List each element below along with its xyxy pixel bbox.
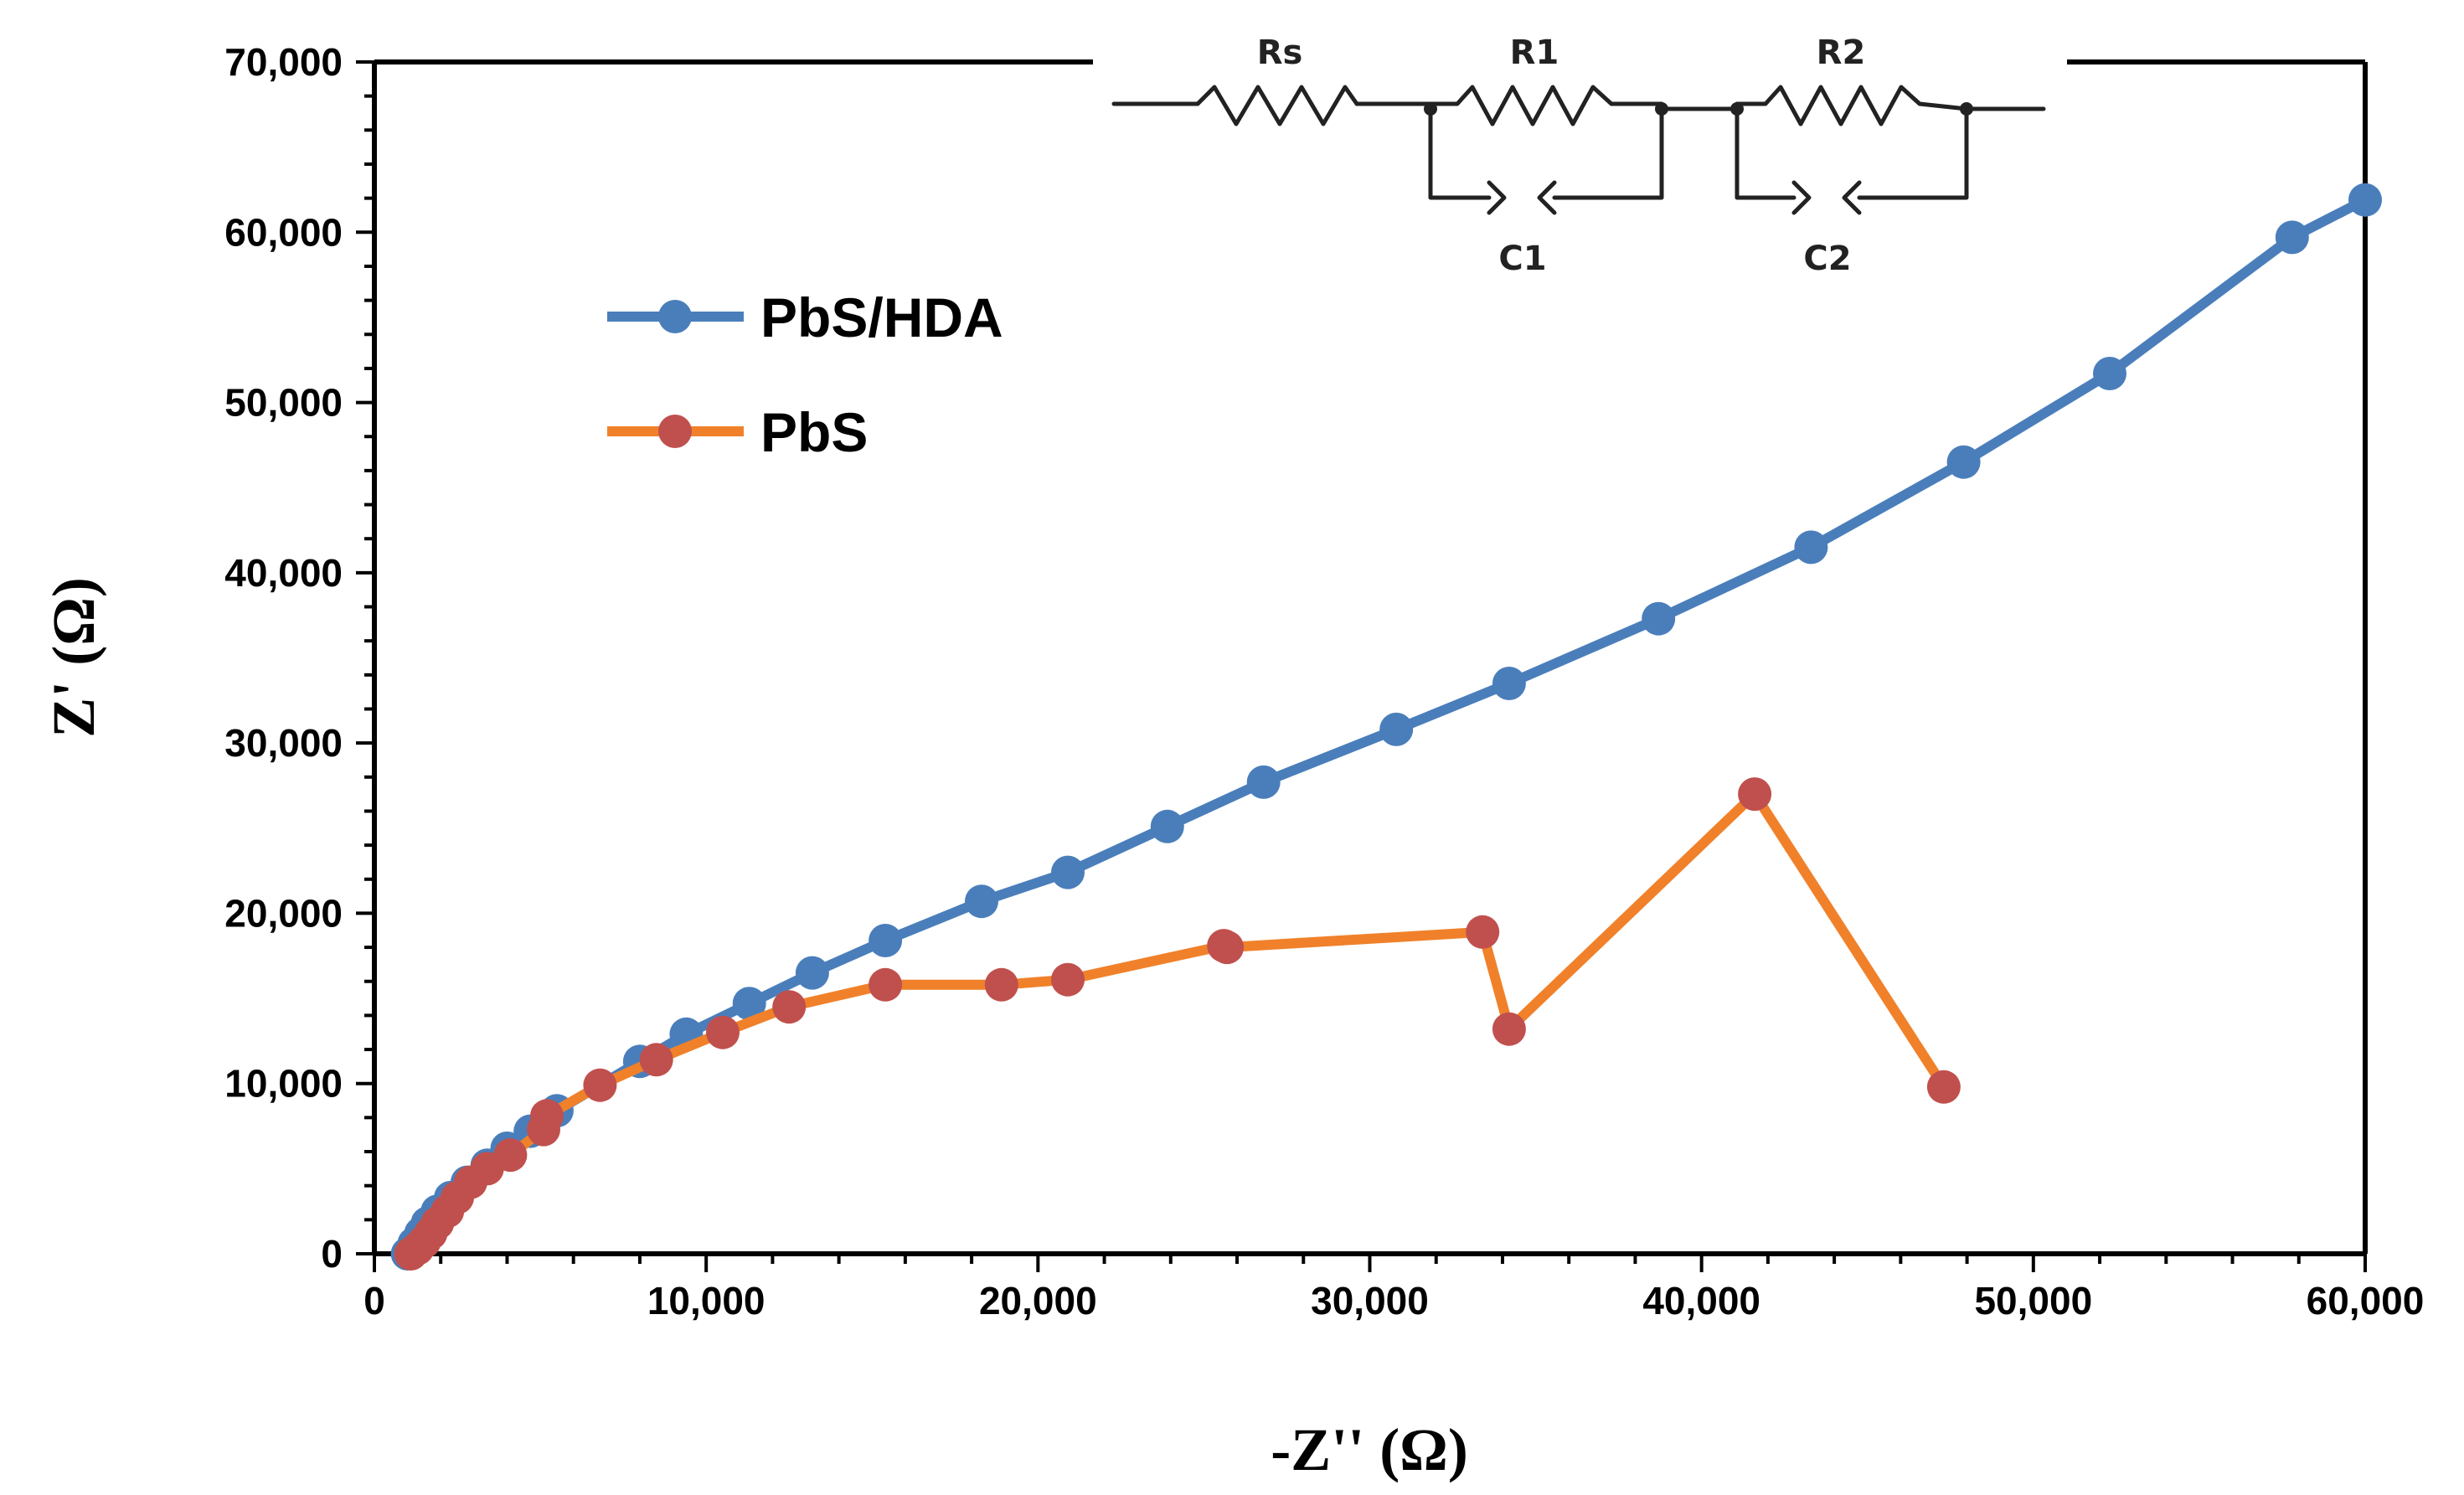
legend-label-pbs-hda: PbS/HDA	[760, 286, 1003, 348]
y-axis-title: Z' (Ω)	[40, 577, 107, 738]
tick-labels: 0 10,000 20,000 30,000 40,000 50,000 60,000 0 10…	[224, 40, 2424, 1322]
x-tick-label: 60,000	[2307, 1279, 2425, 1322]
y-tick-label: 40,000	[224, 551, 343, 595]
data-point	[530, 1099, 564, 1133]
data-point	[1492, 667, 1526, 700]
series-pbs	[394, 777, 1961, 1271]
data-point	[1492, 1012, 1526, 1046]
x-tick-label: 20,000	[979, 1279, 1097, 1322]
x-tick-label: 0	[363, 1279, 385, 1322]
data-point	[1794, 530, 1828, 564]
data-point	[965, 884, 998, 919]
series-line	[405, 789, 1949, 1259]
data-point	[869, 924, 903, 957]
data-point	[1466, 915, 1500, 949]
data-point	[1738, 777, 1772, 812]
data-point	[1926, 1070, 1961, 1104]
capacitor-c2-branch	[1735, 106, 1969, 215]
x-axis-title: -Z'' (Ω)	[1271, 1416, 1468, 1483]
data-point	[1642, 601, 1676, 636]
y-tick-label: 70,000	[224, 40, 343, 84]
circuit-label-c2: C2	[1803, 240, 1851, 278]
data-point	[2275, 220, 2309, 255]
data-point	[732, 987, 766, 1021]
data-point	[639, 1043, 673, 1077]
equivalent-circuit-inset: Rs R1 R2 C1 C2	[1111, 34, 2046, 278]
data-point	[493, 1138, 528, 1173]
data-point	[1946, 445, 1981, 479]
resistor-r2	[1735, 85, 1969, 126]
data-point	[583, 1068, 617, 1102]
resistor-r1	[1428, 85, 1664, 126]
data-point	[1051, 855, 1085, 889]
circuit-label-c1: C1	[1498, 240, 1546, 278]
data-point	[1246, 765, 1281, 799]
data-point	[1150, 809, 1184, 843]
legend-marker-pbs-hda	[658, 300, 692, 333]
data-point	[984, 967, 1018, 1002]
axis-ticks	[356, 60, 2367, 1272]
series-pbs-hda	[390, 183, 2382, 1271]
x-tick-label: 30,000	[1311, 1279, 1429, 1322]
legend-marker-pbs	[658, 415, 692, 448]
legend-label-pbs: PbS	[760, 401, 868, 463]
y-tick-label: 60,000	[224, 210, 343, 254]
data-point	[2093, 357, 2126, 390]
x-tick-label: 50,000	[1974, 1279, 2092, 1322]
x-tick-label: 10,000	[647, 1279, 765, 1322]
axes	[372, 59, 2368, 1256]
capacitor-c1-branch	[1428, 106, 1664, 215]
legend: PbS/HDA PbS	[607, 286, 1003, 463]
y-tick-label: 10,000	[224, 1062, 343, 1106]
series-layer	[390, 183, 2382, 1271]
data-point	[706, 1015, 740, 1049]
resistor-rs	[1195, 85, 1359, 126]
data-point	[1210, 931, 1245, 965]
data-point	[1379, 712, 1414, 746]
y-tick-label: 50,000	[224, 381, 343, 425]
y-tick-label: 20,000	[224, 891, 343, 935]
data-point	[795, 956, 829, 990]
x-tick-label: 40,000	[1642, 1279, 1760, 1322]
data-point	[1051, 962, 1085, 997]
circuit-label-r1: R1	[1510, 34, 1559, 72]
data-point	[2348, 183, 2382, 217]
data-point	[772, 990, 807, 1024]
data-point	[869, 967, 903, 1002]
circuit-label-r2: R2	[1817, 34, 1866, 72]
circuit-label-rs: Rs	[1257, 34, 1303, 72]
y-tick-label: 30,000	[224, 721, 343, 765]
y-tick-label: 0	[321, 1232, 343, 1276]
